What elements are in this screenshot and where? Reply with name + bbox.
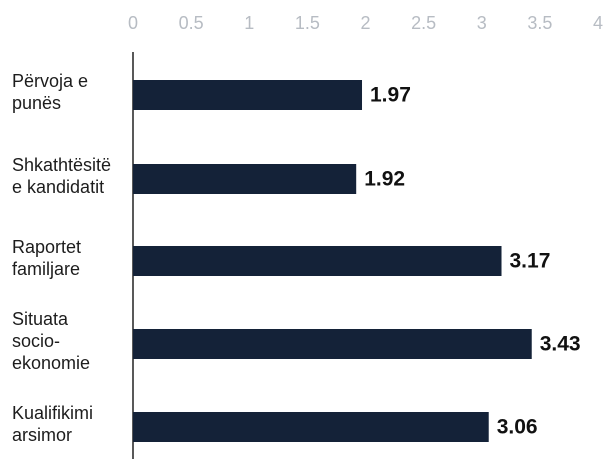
category-label-line: arsimor: [12, 425, 72, 445]
value-labels: 1.97 1.92 3.17 3.43 3.06: [364, 84, 580, 439]
category-label: Përvoja e punës: [12, 71, 88, 113]
category-label-line: Situata: [12, 309, 69, 329]
value-label: 3.43: [540, 333, 581, 356]
bar: [133, 164, 357, 194]
x-tick-label: 2: [360, 13, 370, 33]
bar: [133, 80, 363, 110]
x-tick-label: 3: [477, 13, 487, 33]
category-label: Raportet familjare: [12, 237, 81, 279]
category-label-line: Raportet: [12, 237, 81, 257]
value-label: 1.97: [370, 84, 411, 107]
category-label-line: socio-: [12, 331, 60, 351]
value-label: 3.17: [510, 250, 551, 273]
category-label: Shkathtësitë e kandidatit: [12, 155, 111, 197]
category-labels: Përvoja e punës Shkathtësitë e kandidatit Ra…: [12, 71, 111, 445]
x-tick-label: 0: [128, 13, 138, 33]
x-tick-label: 1.5: [295, 13, 320, 33]
x-axis-ticks: 0 0.5 1 1.5 2 2.5 3 3.5 4: [128, 13, 603, 33]
category-label-line: familjare: [12, 259, 80, 279]
x-tick-label: 0.5: [179, 13, 204, 33]
bar: [133, 412, 489, 442]
category-label-line: punës: [12, 93, 61, 113]
category-label-line: Përvoja e: [12, 71, 88, 91]
category-label-line: e kandidatit: [12, 177, 104, 197]
x-tick-label: 1: [244, 13, 254, 33]
bar: [133, 329, 532, 359]
x-tick-label: 3.5: [527, 13, 552, 33]
value-label: 1.92: [364, 168, 405, 191]
value-label: 3.06: [497, 416, 538, 439]
x-tick-label: 4: [593, 13, 603, 33]
category-label-line: ekonomie: [12, 353, 90, 373]
category-label-line: Shkathtësitë: [12, 155, 111, 175]
x-tick-label: 2.5: [411, 13, 436, 33]
bars: [133, 80, 532, 442]
category-label: Kualifikimi arsimor: [12, 403, 93, 445]
bar: [133, 246, 502, 276]
category-label: Situata socio-ekonomie: [12, 309, 90, 373]
category-label-line: Kualifikimi: [12, 403, 93, 423]
